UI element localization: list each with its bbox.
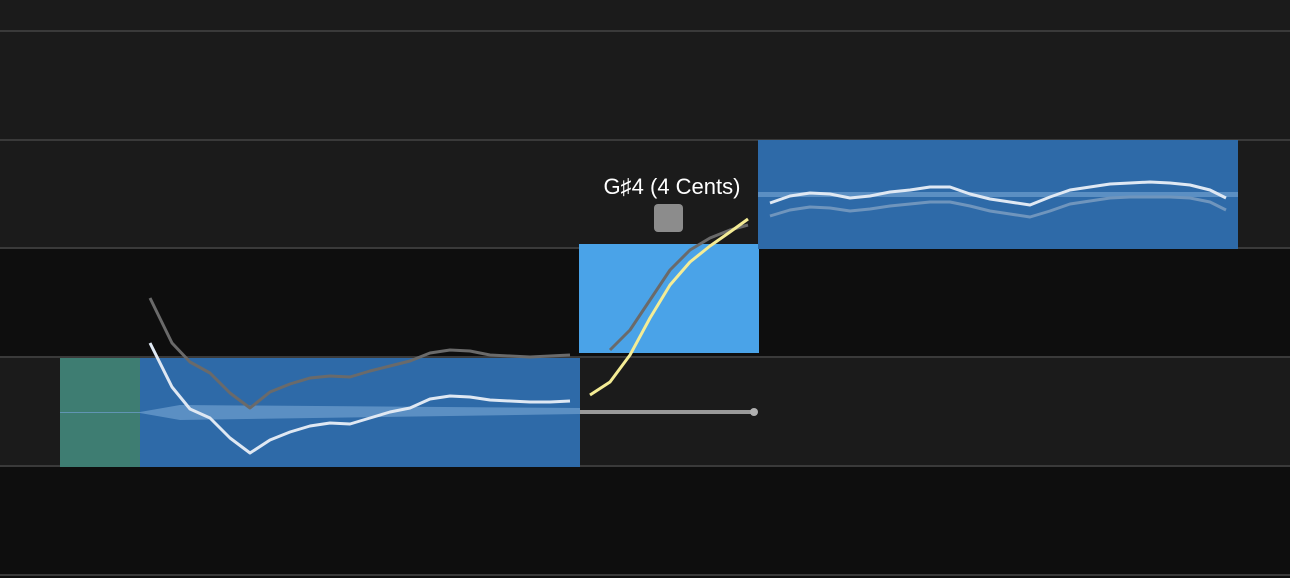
black-key-row [0,467,1290,578]
pitch-curves [148,180,1227,455]
pitch-curve [608,223,749,352]
pitch-curve [769,195,1227,219]
pitch-curve [148,342,571,455]
note-label: G♯4 (4 Cents) [604,174,741,199]
drift-handle[interactable] [750,408,758,416]
note-block-selected[interactable] [579,244,759,353]
pitch-curve [148,297,571,410]
pitch-curve [769,180,1227,207]
pitch-curve-selected [589,217,749,397]
pitch-handle[interactable] [654,204,683,232]
